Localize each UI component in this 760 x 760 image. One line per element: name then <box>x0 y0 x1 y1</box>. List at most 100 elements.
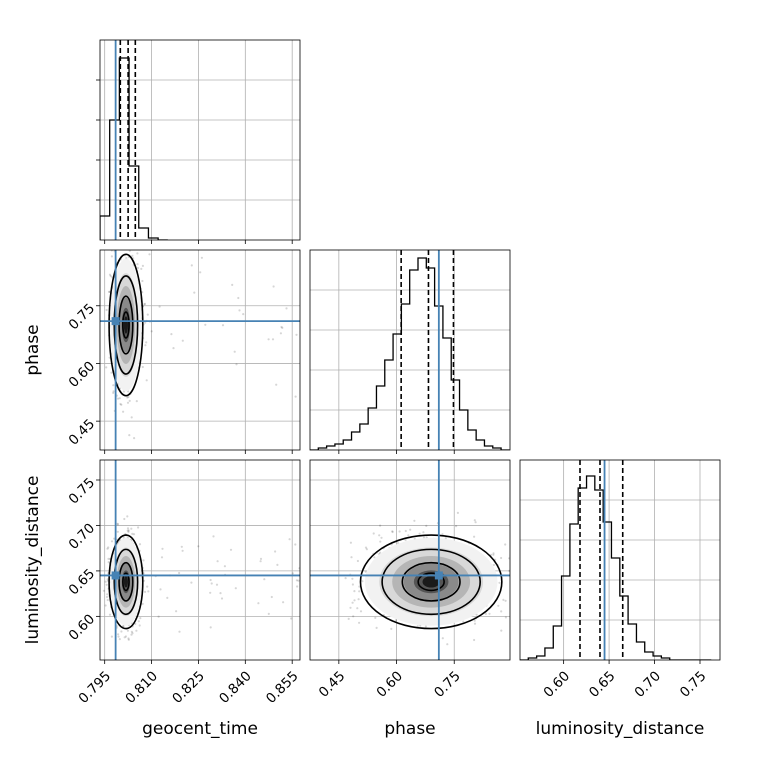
sample-point <box>134 622 137 626</box>
sample-point <box>126 529 129 532</box>
sample-point <box>356 607 359 610</box>
sample-point <box>132 533 136 536</box>
panel-frame <box>99 459 301 661</box>
contour-line <box>401 561 461 602</box>
sample-point <box>259 557 263 561</box>
panel-frame <box>99 249 301 451</box>
sample-point <box>124 635 127 638</box>
sample-point <box>270 595 273 599</box>
sample-point <box>351 583 354 586</box>
truth-marker <box>111 317 120 326</box>
sample-point <box>131 632 134 635</box>
x-tick-label-geocent_time: 0.855 <box>263 668 302 707</box>
sample-point <box>108 613 112 616</box>
sample-point <box>209 578 212 582</box>
sample-point <box>116 397 120 400</box>
density-level <box>123 316 128 334</box>
sample-point <box>118 638 121 641</box>
sample-point <box>138 543 142 546</box>
sample-point <box>126 527 130 530</box>
sample-point <box>300 343 302 345</box>
sample-point <box>238 309 241 312</box>
x-axis-label-luminosity_distance: luminosity_distance <box>536 719 705 739</box>
sample-point <box>358 621 361 624</box>
sample-point <box>504 543 507 546</box>
sample-point <box>295 579 298 582</box>
x-tick-label-luminosity_distance: 0.70 <box>631 668 664 701</box>
sample-point <box>504 599 507 602</box>
sample-point <box>456 511 459 514</box>
sample-point <box>500 629 503 632</box>
y-tick-label-phase: 0.45 <box>66 416 99 449</box>
sample-point <box>422 536 426 539</box>
density-level <box>123 576 128 588</box>
sample-point <box>150 330 153 333</box>
sample-point <box>159 588 162 591</box>
panel-luminosity_distance-vs-geocent_time <box>96 459 309 664</box>
sample-point <box>126 396 129 399</box>
sample-point <box>123 517 126 521</box>
sample-point <box>380 536 383 539</box>
sample-point <box>353 590 356 593</box>
histogram-step <box>310 257 510 450</box>
panel-frame <box>309 249 511 451</box>
sample-point <box>110 540 114 543</box>
sample-point <box>143 302 147 305</box>
sample-point <box>473 619 476 622</box>
y-axis-label-luminosity_distance: luminosity_distance <box>23 476 43 645</box>
sample-point <box>307 595 309 597</box>
sample-point <box>492 552 495 555</box>
sample-point <box>128 250 131 252</box>
sample-point <box>275 383 278 386</box>
sample-point <box>473 638 476 642</box>
sample-point <box>128 399 131 402</box>
sample-point <box>118 397 121 400</box>
sample-point <box>441 637 444 640</box>
x-tick-label-luminosity_distance: 0.60 <box>541 668 574 701</box>
sample-point <box>106 598 109 602</box>
sample-point <box>500 610 503 613</box>
truth-marker <box>111 571 120 580</box>
sample-point <box>127 637 130 640</box>
sample-point <box>455 525 458 528</box>
sample-point <box>105 583 108 586</box>
sample-point <box>398 530 401 533</box>
sample-point <box>130 527 133 530</box>
sample-point <box>267 338 270 341</box>
sample-point <box>141 264 144 267</box>
sample-point <box>394 619 397 622</box>
sample-point <box>379 524 382 527</box>
sample-point <box>106 578 109 581</box>
sample-point <box>106 547 109 550</box>
sample-point <box>181 339 184 342</box>
sample-point <box>146 313 149 316</box>
sample-point <box>137 526 140 529</box>
x-tick-label-phase: 0.60 <box>373 668 406 701</box>
x-tick-label-luminosity_distance: 0.75 <box>677 668 710 701</box>
contour-line <box>113 548 139 616</box>
sample-point <box>234 587 237 590</box>
sample-point <box>116 530 119 533</box>
y-tick-label-luminosity_distance: 0.75 <box>66 475 99 508</box>
x-axis-label-geocent_time: geocent_time <box>142 719 258 739</box>
sample-point <box>158 305 161 308</box>
sample-point <box>373 556 376 559</box>
sample-point <box>407 534 410 537</box>
sample-point <box>127 530 130 534</box>
sample-point <box>110 255 113 258</box>
x-tick-label-geocent_time: 0.825 <box>169 668 208 707</box>
y-tick-label-luminosity_distance: 0.70 <box>66 520 99 553</box>
sample-point <box>145 341 148 344</box>
sample-point <box>295 333 298 336</box>
sample-point <box>112 390 115 393</box>
sample-point <box>144 344 147 347</box>
histogram-phase <box>309 249 511 454</box>
sample-point <box>197 545 200 548</box>
sample-point <box>139 241 141 243</box>
sample-point <box>378 534 381 537</box>
x-tick-label-phase: 0.75 <box>431 668 464 701</box>
sample-point <box>492 563 495 567</box>
sample-point <box>141 279 144 283</box>
sample-point <box>359 610 363 613</box>
